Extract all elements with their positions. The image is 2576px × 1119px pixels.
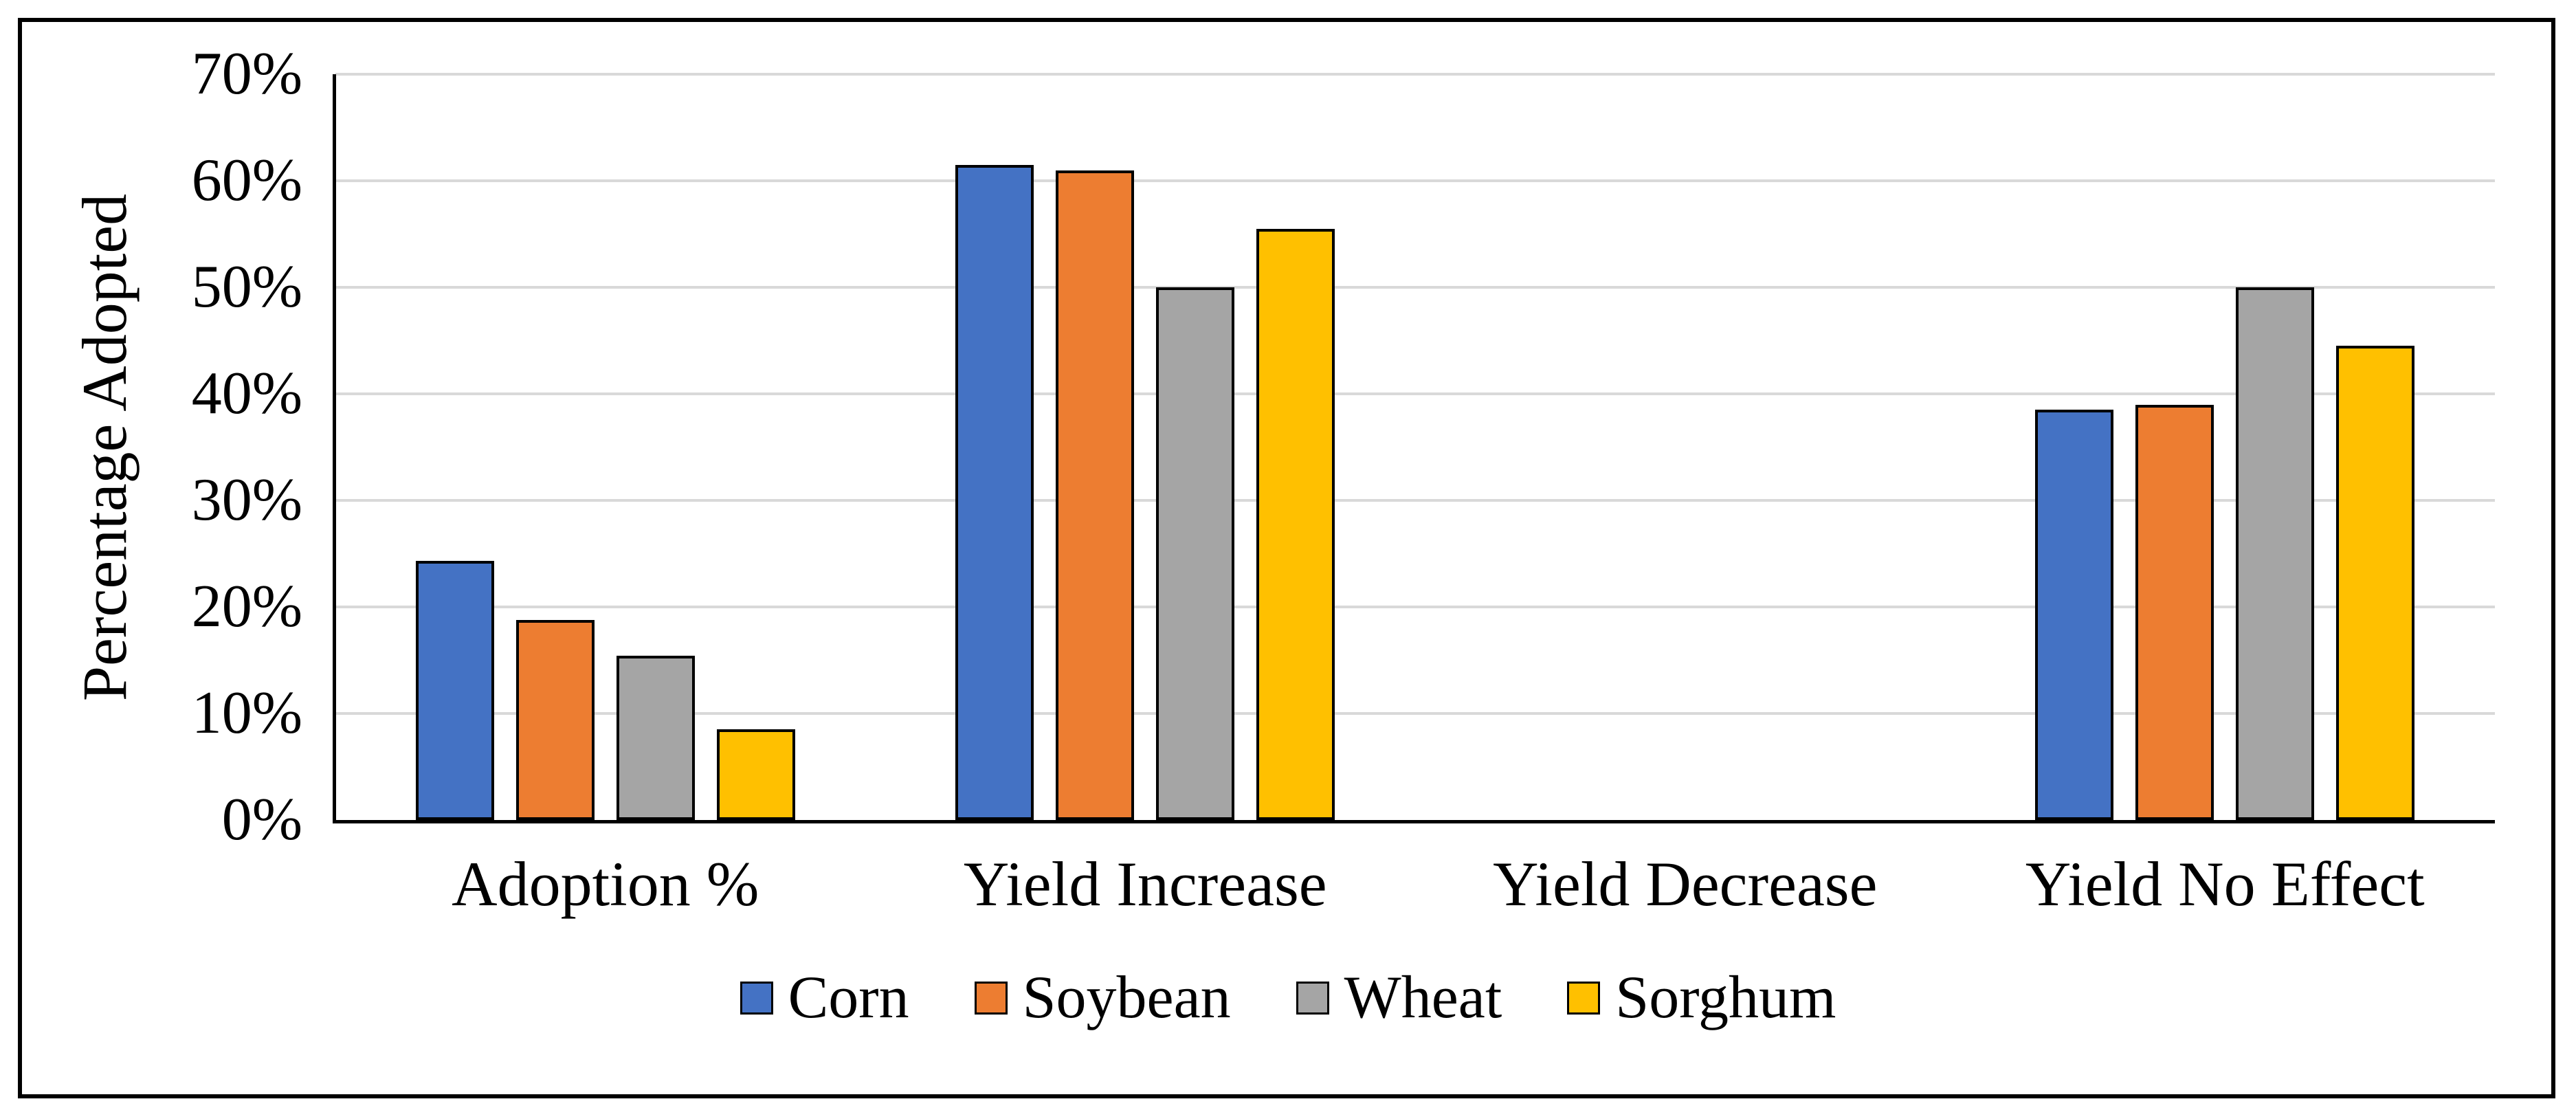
y-tick-label: 60% bbox=[191, 147, 302, 214]
legend: Corn Soybean Wheat Sorghum bbox=[0, 968, 2576, 1028]
bar-wheat-1 bbox=[616, 656, 695, 820]
y-tick-label: 10% bbox=[191, 680, 302, 746]
gridline-10 bbox=[335, 712, 2495, 715]
x-category-label: Adoption % bbox=[452, 849, 759, 919]
bar-sorghum-2 bbox=[1256, 228, 1335, 820]
y-tick-label: 30% bbox=[191, 467, 302, 533]
bar-soybean-1 bbox=[515, 619, 595, 820]
x-category-label: Yield No Effect bbox=[2025, 849, 2425, 919]
legend-swatch-soybean bbox=[974, 982, 1008, 1015]
bar-corn-4 bbox=[2035, 410, 2114, 820]
legend-swatch-corn bbox=[740, 982, 773, 1015]
legend-item-sorghum: Sorghum bbox=[1567, 968, 1836, 1028]
legend-label-corn: Corn bbox=[788, 964, 909, 1031]
bar-soybean-2 bbox=[1056, 170, 1135, 820]
legend-item-wheat: Wheat bbox=[1296, 968, 1502, 1028]
legend-item-soybean: Soybean bbox=[974, 964, 1231, 1031]
y-tick-label: 20% bbox=[191, 573, 302, 640]
gridline-50 bbox=[335, 286, 2495, 289]
bar-corn-1 bbox=[415, 561, 494, 820]
gridline-60 bbox=[335, 179, 2495, 182]
y-tick-label: 0% bbox=[221, 786, 302, 853]
gridline-70 bbox=[335, 73, 2495, 76]
legend-item-corn: Corn bbox=[740, 968, 909, 1028]
legend-swatch-wheat bbox=[1296, 982, 1329, 1015]
gridline-20 bbox=[335, 606, 2495, 608]
y-tick-label: 50% bbox=[191, 254, 302, 320]
bar-sorghum-4 bbox=[2336, 346, 2415, 820]
gridline-30 bbox=[335, 499, 2495, 502]
x-category-label: Yield Increase bbox=[963, 849, 1327, 919]
legend-label-soybean: Soybean bbox=[1022, 964, 1231, 1031]
bar-soybean-4 bbox=[2135, 404, 2214, 820]
gridline-40 bbox=[335, 392, 2495, 395]
x-category-label: Yield Decrease bbox=[1493, 849, 1878, 919]
bar-sorghum-1 bbox=[716, 729, 795, 820]
y-tick-label: 70% bbox=[191, 41, 302, 107]
y-tick-label: 40% bbox=[191, 360, 302, 427]
legend-label-wheat: Wheat bbox=[1344, 964, 1502, 1031]
bar-wheat-2 bbox=[1156, 287, 1235, 820]
y-axis-line bbox=[333, 74, 336, 823]
bar-corn-2 bbox=[955, 164, 1034, 820]
x-axis-line bbox=[333, 820, 2495, 823]
legend-label-sorghum: Sorghum bbox=[1615, 964, 1836, 1031]
legend-swatch-sorghum bbox=[1567, 982, 1601, 1015]
bar-wheat-4 bbox=[2236, 287, 2315, 820]
